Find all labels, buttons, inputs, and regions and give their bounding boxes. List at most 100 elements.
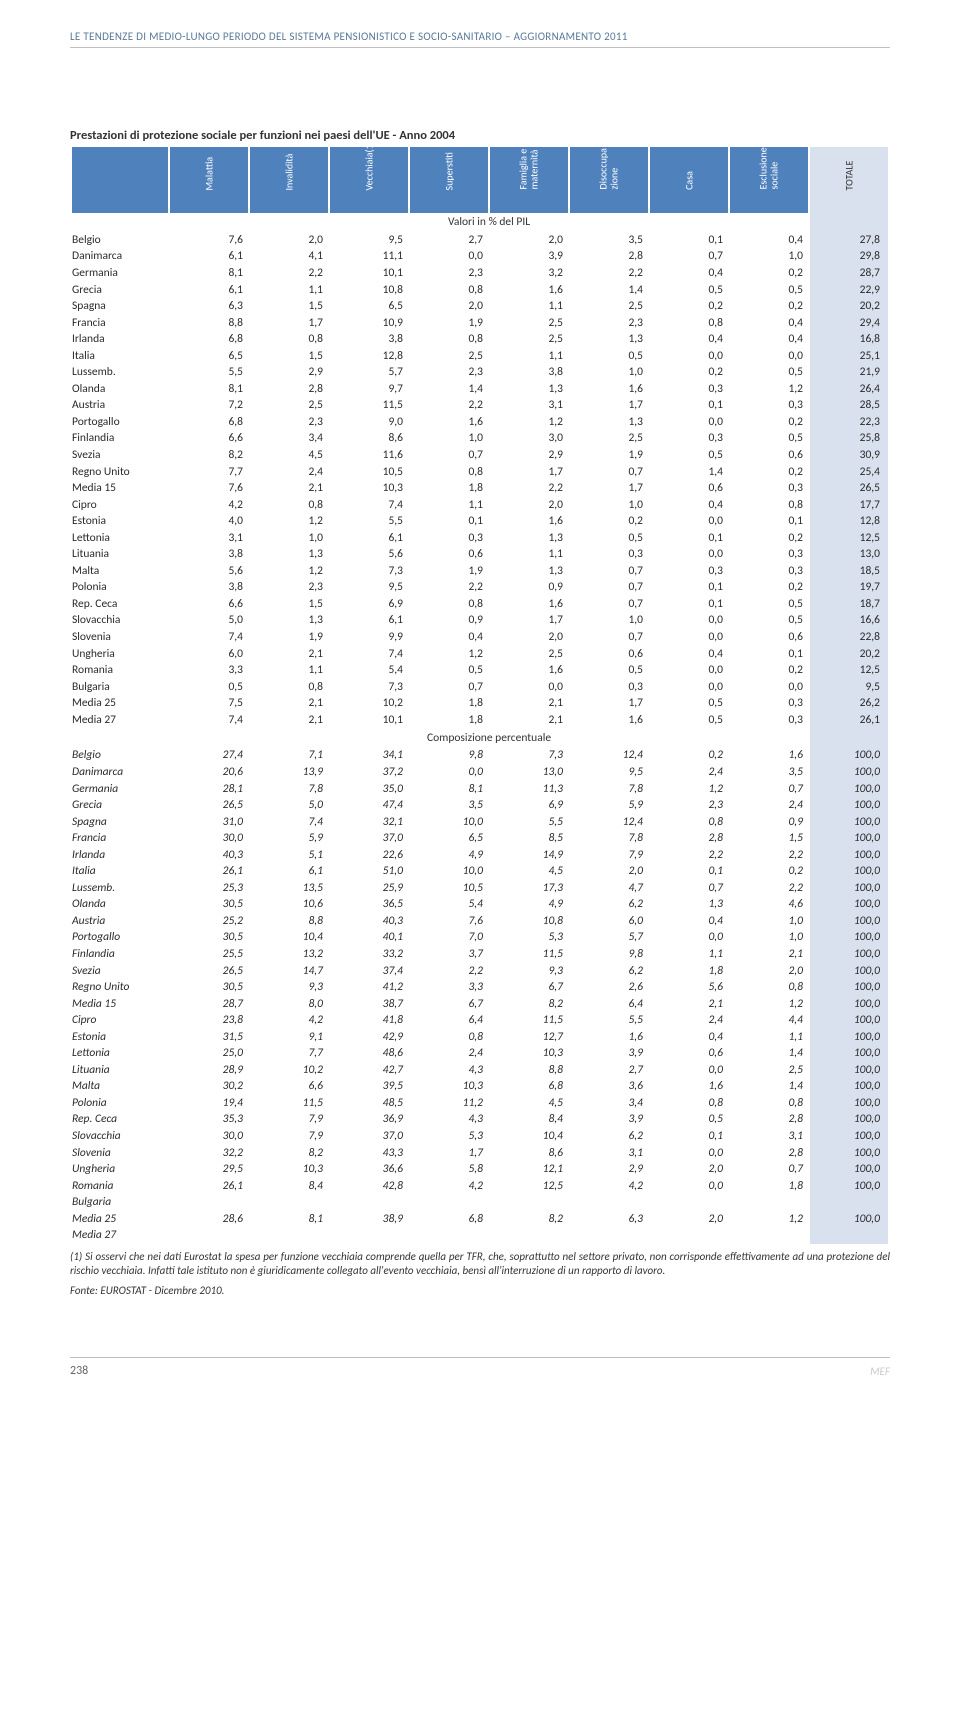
country-cell: Svezia — [71, 963, 169, 980]
table-row: Irlanda6,80,83,80,82,51,30,40,416,8 — [71, 331, 889, 348]
value-cell: 100,0 — [809, 996, 889, 1013]
col-country — [71, 147, 169, 213]
table-row: Belgio27,47,134,19,87,312,40,21,6100,0 — [71, 748, 889, 765]
country-cell: Francia — [71, 830, 169, 847]
country-cell: Finlandia — [71, 946, 169, 963]
value-cell: 2,3 — [409, 265, 489, 282]
value-cell: 7,2 — [169, 398, 249, 415]
value-cell: 14,7 — [249, 963, 329, 980]
value-cell: 28,1 — [169, 781, 249, 798]
value-cell: 0,1 — [729, 513, 809, 530]
value-cell: 2,0 — [409, 298, 489, 315]
value-cell: 12,5 — [489, 1178, 569, 1195]
value-cell: 20,2 — [809, 298, 889, 315]
value-cell: 2,0 — [649, 1211, 729, 1228]
value-cell: 5,5 — [329, 513, 409, 530]
value-cell: 5,0 — [249, 797, 329, 814]
value-cell: 0,0 — [649, 1178, 729, 1195]
value-cell: 100,0 — [809, 1112, 889, 1129]
country-cell: Cipro — [71, 1013, 169, 1030]
value-cell: 1,3 — [249, 613, 329, 630]
value-cell: 100,0 — [809, 1029, 889, 1046]
logo: MEF — [870, 1365, 890, 1378]
value-cell: 13,2 — [249, 946, 329, 963]
country-cell: Grecia — [71, 797, 169, 814]
value-cell: 1,7 — [489, 464, 569, 481]
country-cell: Lituania — [71, 547, 169, 564]
value-cell: 0,2 — [729, 864, 809, 881]
value-cell: 2,8 — [649, 830, 729, 847]
value-cell: 0,3 — [649, 431, 729, 448]
value-cell — [729, 1195, 809, 1212]
value-cell: 100,0 — [809, 1062, 889, 1079]
value-cell: 0,7 — [649, 249, 729, 266]
value-cell: 2,3 — [249, 580, 329, 597]
value-cell: 0,0 — [729, 348, 809, 365]
value-cell: 0,6 — [569, 646, 649, 663]
value-cell: 1,5 — [249, 596, 329, 613]
value-cell: 1,1 — [249, 282, 329, 299]
value-cell: 0,7 — [569, 464, 649, 481]
value-cell: 1,5 — [729, 830, 809, 847]
value-cell: 3,2 — [489, 265, 569, 282]
value-cell: 40,3 — [169, 847, 249, 864]
value-cell: 26,1 — [169, 1178, 249, 1195]
value-cell: 1,7 — [569, 695, 649, 712]
value-cell: 0,0 — [649, 662, 729, 679]
country-cell: Grecia — [71, 282, 169, 299]
value-cell: 2,0 — [649, 1161, 729, 1178]
value-cell: 0,2 — [729, 464, 809, 481]
value-cell: 6,1 — [329, 613, 409, 630]
value-cell — [729, 1228, 809, 1245]
value-cell: 0,2 — [729, 298, 809, 315]
value-cell: 1,3 — [649, 897, 729, 914]
value-cell: 1,7 — [249, 315, 329, 332]
value-cell: 2,5 — [489, 331, 569, 348]
country-cell: Danimarca — [71, 764, 169, 781]
value-cell: 1,8 — [729, 1178, 809, 1195]
table-row: Svezia26,514,737,42,29,36,21,82,0100,0 — [71, 963, 889, 980]
value-cell: 2,4 — [729, 797, 809, 814]
value-cell: 2,0 — [489, 497, 569, 514]
country-cell: Slovacchia — [71, 1128, 169, 1145]
value-cell: 0,6 — [729, 629, 809, 646]
value-cell: 1,2 — [729, 1211, 809, 1228]
value-cell: 7,9 — [249, 1112, 329, 1129]
value-cell: 4,2 — [169, 497, 249, 514]
value-cell: 100,0 — [809, 1128, 889, 1145]
value-cell: 0,5 — [649, 1112, 729, 1129]
value-cell: 1,8 — [409, 712, 489, 729]
value-cell: 25,8 — [809, 431, 889, 448]
value-cell: 4,3 — [409, 1112, 489, 1129]
value-cell: 2,3 — [409, 365, 489, 382]
value-cell: 5,8 — [409, 1161, 489, 1178]
country-cell: Olanda — [71, 897, 169, 914]
value-cell: 0,5 — [169, 679, 249, 696]
value-cell: 10,2 — [249, 1062, 329, 1079]
value-cell: 3,9 — [489, 249, 569, 266]
value-cell: 30,5 — [169, 930, 249, 947]
value-cell: 1,9 — [249, 629, 329, 646]
value-cell: 1,2 — [729, 381, 809, 398]
value-cell: 2,1 — [249, 712, 329, 729]
value-cell: 37,0 — [329, 1128, 409, 1145]
value-cell: 4,9 — [409, 847, 489, 864]
value-cell: 3,8 — [169, 580, 249, 597]
value-cell: 100,0 — [809, 1079, 889, 1096]
value-cell: 8,4 — [489, 1112, 569, 1129]
value-cell: 4,3 — [409, 1062, 489, 1079]
value-cell: 0,2 — [649, 298, 729, 315]
value-cell — [409, 1228, 489, 1245]
table-row: Malta30,26,639,510,36,83,61,61,4100,0 — [71, 1079, 889, 1096]
country-cell: Romania — [71, 662, 169, 679]
table-row: Germania8,12,210,12,33,22,20,40,228,7 — [71, 265, 889, 282]
value-cell: 1,9 — [409, 315, 489, 332]
value-cell: 6,8 — [489, 1079, 569, 1096]
value-cell: 20,2 — [809, 646, 889, 663]
value-cell: 1,1 — [489, 298, 569, 315]
table-row: Spagna31,07,432,110,05,512,40,80,9100,0 — [71, 814, 889, 831]
value-cell: 7,4 — [169, 629, 249, 646]
value-cell: 6,1 — [169, 249, 249, 266]
value-cell: 0,8 — [409, 282, 489, 299]
value-cell: 0,9 — [729, 814, 809, 831]
